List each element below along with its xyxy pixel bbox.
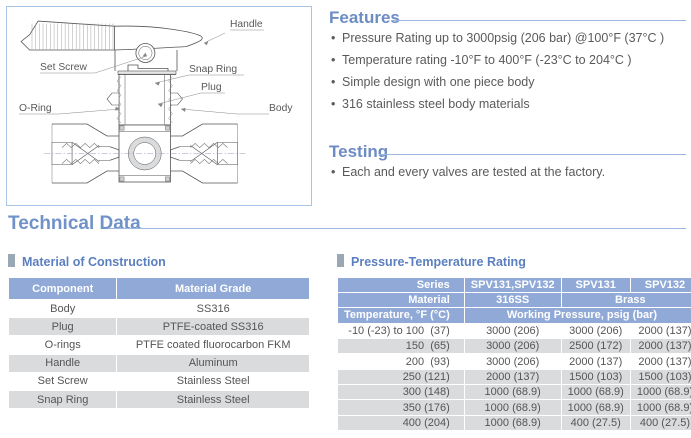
svg-text:Body: Body — [269, 103, 293, 114]
svg-text:Snap Ring: Snap Ring — [189, 64, 237, 75]
svg-text:Set Screw: Set Screw — [40, 62, 87, 73]
svg-text:Handle: Handle — [230, 19, 263, 30]
svg-text:Plug: Plug — [201, 82, 222, 93]
svg-text:O-Ring: O-Ring — [19, 103, 52, 114]
